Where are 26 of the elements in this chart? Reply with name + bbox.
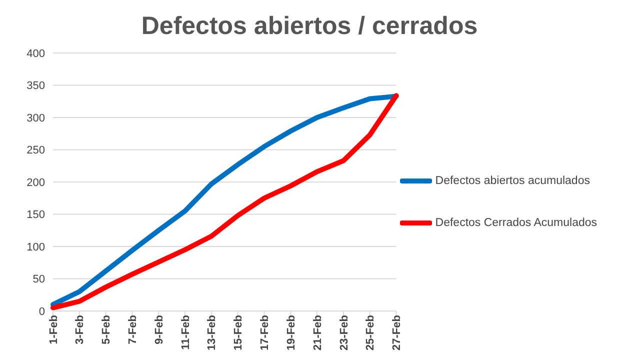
y-tick-label: 0 <box>38 306 45 318</box>
x-tick-label: 11-Feb <box>180 314 192 350</box>
x-tick-label: 23-Feb <box>338 314 350 350</box>
legend-label: Defectos Cerrados Acumulados <box>435 217 597 229</box>
y-tick-label: 250 <box>26 144 45 157</box>
y-tick-label: 350 <box>26 80 45 92</box>
x-tick-label: 19-Feb <box>285 314 298 350</box>
legend-label: Defectos abiertos acumulados <box>435 175 590 187</box>
x-tick-label: 1-Feb <box>48 314 60 344</box>
chart-title: Defectos abiertos / cerrados <box>140 11 479 42</box>
x-tick-label: 27-Feb <box>391 314 404 350</box>
y-tick-label: 200 <box>26 176 45 189</box>
x-tick-label: 15-Feb <box>232 314 245 350</box>
x-tick-label: 25-Feb <box>364 314 377 350</box>
y-tick-label: 400 <box>26 48 45 60</box>
x-tick-label: 7-Feb <box>127 314 140 344</box>
y-tick-label: 150 <box>26 209 45 222</box>
y-tick-label: 300 <box>26 112 45 124</box>
x-tick-label: 9-Feb <box>153 314 166 344</box>
x-tick-label: 13-Feb <box>206 314 218 350</box>
x-tick-label: 17-Feb <box>259 314 272 350</box>
x-tick-label: 3-Feb <box>74 314 86 344</box>
y-tick-label: 100 <box>26 241 45 254</box>
x-tick-label: 5-Feb <box>100 314 113 344</box>
y-tick-label: 50 <box>32 274 45 286</box>
x-tick-label: 21-Feb <box>312 314 324 350</box>
